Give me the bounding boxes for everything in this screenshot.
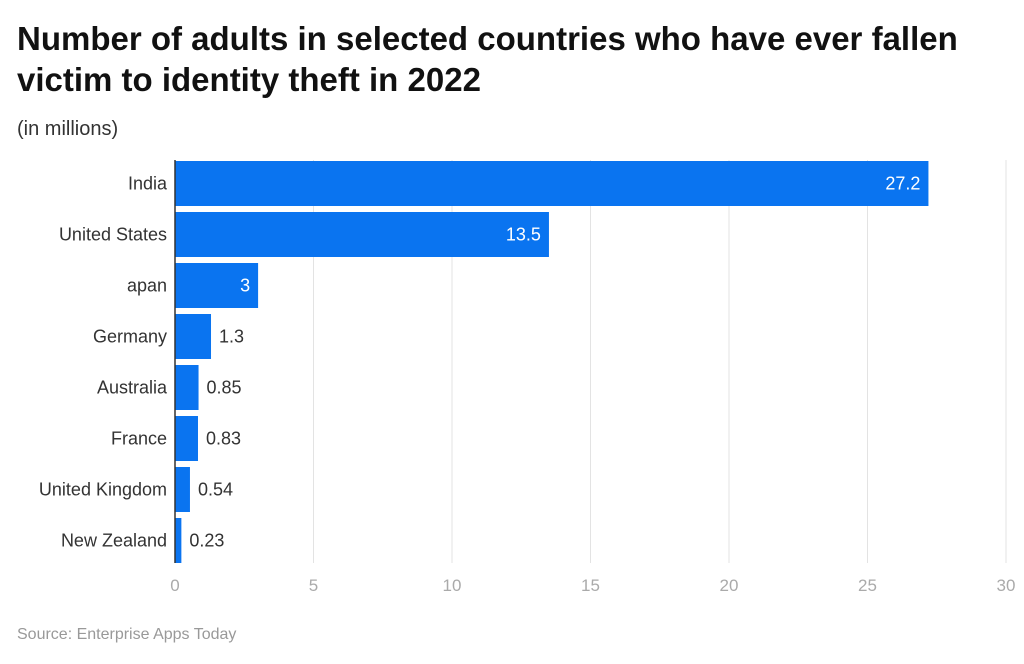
bar [175,467,190,512]
x-tick-label: 5 [309,576,318,595]
bar [175,416,198,461]
value-label: 0.83 [206,429,241,449]
bar [175,518,182,563]
x-tick-label: 20 [720,576,739,595]
x-tick-label: 25 [858,576,877,595]
category-label: apan [127,276,167,296]
bar [175,263,259,308]
chart-title: Number of adults in selected countries w… [17,20,958,98]
category-label: France [111,429,167,449]
value-label: 3 [240,276,250,296]
category-label: India [128,174,168,194]
value-label: 27.2 [885,174,920,194]
bar [175,212,549,257]
bar [175,365,199,410]
category-label: New Zealand [61,531,167,551]
category-label: Australia [97,378,168,398]
value-label: 0.85 [207,378,242,398]
x-tick-label: 15 [581,576,600,595]
category-label: Germany [93,327,167,347]
bar [175,314,212,359]
value-label: 0.23 [189,531,224,551]
x-tick-label: 10 [443,576,462,595]
source-note: Source: Enterprise Apps Today [17,626,237,643]
value-label: 13.5 [506,225,541,245]
value-label: 0.54 [198,480,233,500]
x-tick-label: 0 [170,576,179,595]
category-label: United States [59,225,167,245]
x-tick-label: 30 [997,576,1016,595]
chart-subtitle: (in millions) [17,118,119,140]
bar [175,161,929,206]
category-label: United Kingdom [39,480,167,500]
value-label: 1.3 [219,327,244,347]
